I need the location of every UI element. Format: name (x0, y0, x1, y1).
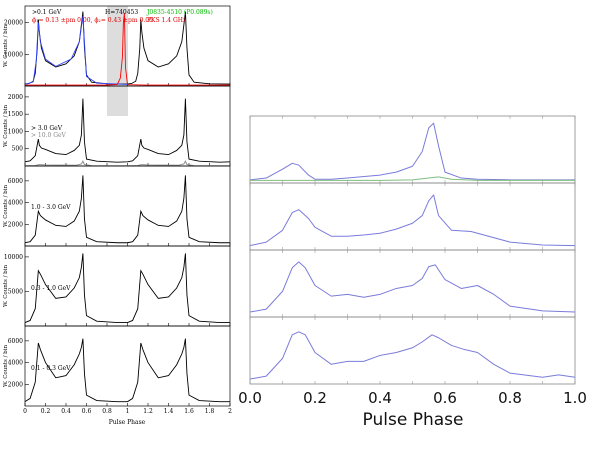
left-x-axis-label: Pulse Phase (109, 419, 146, 426)
right-series-line (249, 122, 575, 181)
left-panel-label: 1.0 - 3.0 GeV (31, 204, 71, 211)
left-series-line (25, 13, 230, 86)
left-x-tick-label: 0.2 (41, 408, 51, 415)
left-panel-4: 5000 10000 W. Counts / bin 0.3 - 1.0 GeV (3, 245, 231, 327)
left-series-line (24, 98, 231, 163)
left-y-tick-label: 2000 (8, 94, 23, 101)
left-x-tick-label: 1.6 (184, 408, 194, 415)
left-panel-label: > 10.0 GeV (31, 132, 67, 139)
right-series-line (250, 176, 575, 181)
right-x-axis-label: Pulse Phase (363, 410, 464, 430)
left-series-line (24, 175, 230, 244)
left-x-tick-label: 0 (23, 408, 27, 415)
left-y-tick-label: 6000 (8, 178, 23, 185)
left-y-axis-label: W. Counts / bin (3, 25, 9, 67)
left-x-tick-label: 0.4 (61, 408, 71, 415)
left-y-tick-label: 1500 (8, 111, 23, 118)
left-series-line (24, 16, 128, 85)
right-series-line (249, 331, 576, 380)
right-x-tick-label: 0.2 (303, 389, 327, 407)
right-panel-frame (249, 249, 576, 318)
left-y-tick-label: 500 (12, 146, 24, 153)
left-y-tick-label: 6000 (8, 338, 23, 345)
right-panel-frame (249, 316, 576, 385)
right-panel-3 (249, 249, 576, 318)
right-x-tick-label: 0.8 (498, 389, 522, 407)
left-panel-label: >0.1 GeV (32, 9, 62, 16)
right-x-tick-label: 1.0 (563, 389, 587, 407)
right-x-tick-label: 0.0 (238, 389, 262, 407)
left-x-tick-label: 0.8 (102, 408, 112, 415)
left-x-tick-label: 1.4 (164, 408, 174, 415)
left-series-line (24, 160, 231, 167)
left-panel-label: PKS 1.4 GHz (147, 17, 186, 24)
left-y-tick-label: 4000 (8, 360, 23, 367)
left-panel-label: 0.1 - 0.3 GeV (31, 365, 71, 372)
right-figure: 0.0 0.2 0.4 0.6 0.8 1.0 (238, 115, 587, 407)
left-x-tick-label: 1.8 (205, 408, 215, 415)
left-panel-label: ϕ₁= 0.13 ±pm 0.00, ϕ₂= 0.43 ±pm 0.00 (32, 17, 153, 24)
right-panel-frame (249, 182, 576, 251)
right-series-line (249, 194, 576, 247)
right-panel-frame (249, 115, 576, 184)
left-y-tick-label: 10000 (4, 51, 23, 58)
left-panel-label: J0835-4510 (P0.089s) (146, 9, 213, 16)
left-x-tick-label: 2 (228, 408, 232, 415)
left-x-tick-label: 1.2 (143, 408, 153, 415)
left-panel-label: H=740453 (105, 9, 138, 16)
left-y-tick-label: 4000 (8, 200, 23, 207)
left-y-axis-label: W. Counts / bin (3, 345, 9, 387)
left-y-tick-label: 10000 (4, 254, 23, 261)
right-x-tick-label: 0.6 (433, 389, 457, 407)
right-panel-4 (249, 316, 576, 385)
left-x-tick-label: 0.6 (82, 408, 92, 415)
left-y-tick-label: 2000 (8, 221, 23, 228)
left-panel-label: 0.3 - 1.0 GeV (31, 285, 71, 292)
right-series-line (249, 261, 576, 313)
left-y-axis-label: W. Counts / bin (3, 105, 9, 147)
left-y-tick-label: 5000 (8, 288, 23, 295)
left-series-line (24, 253, 230, 323)
left-series-line (24, 338, 230, 403)
left-y-tick-label: 20000 (4, 20, 23, 27)
right-x-tick-label: 0.4 (368, 389, 392, 407)
left-y-axis-label: W. Counts / bin (3, 265, 9, 307)
left-y-axis-label: W. Counts / bin (3, 185, 9, 227)
left-y-tick-label: 1000 (8, 128, 23, 135)
left-y-tick-label: 2000 (8, 381, 23, 388)
left-panel-label: > 3.0 GeV (31, 125, 63, 132)
right-panel-2 (249, 182, 576, 251)
right-panel-1 (249, 115, 576, 184)
left-x-tick-label: 1 (126, 408, 130, 415)
